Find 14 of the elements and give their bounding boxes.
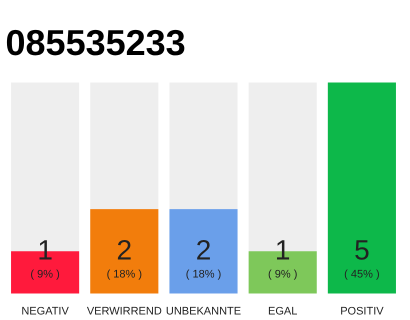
data-label: 2 bbox=[116, 234, 132, 266]
data-label: 2 bbox=[196, 234, 212, 266]
annotation: ( 18% ) bbox=[186, 268, 222, 280]
chart-title: 085535233 bbox=[6, 22, 186, 63]
x-tick-label: EGAL bbox=[268, 306, 298, 318]
annotation: ( 9% ) bbox=[30, 268, 60, 280]
x-tick-label: NEGATIV bbox=[21, 306, 70, 318]
x-tick-label: VERWIRREND bbox=[86, 306, 162, 318]
data-label: 5 bbox=[354, 234, 370, 266]
annotation: ( 18% ) bbox=[106, 268, 142, 280]
annotation: ( 9% ) bbox=[268, 268, 298, 280]
x-tick-label: UNBEKANNTE bbox=[166, 306, 242, 318]
annotation: ( 45% ) bbox=[344, 268, 380, 280]
x-tick-label: POSITIV bbox=[340, 306, 384, 318]
